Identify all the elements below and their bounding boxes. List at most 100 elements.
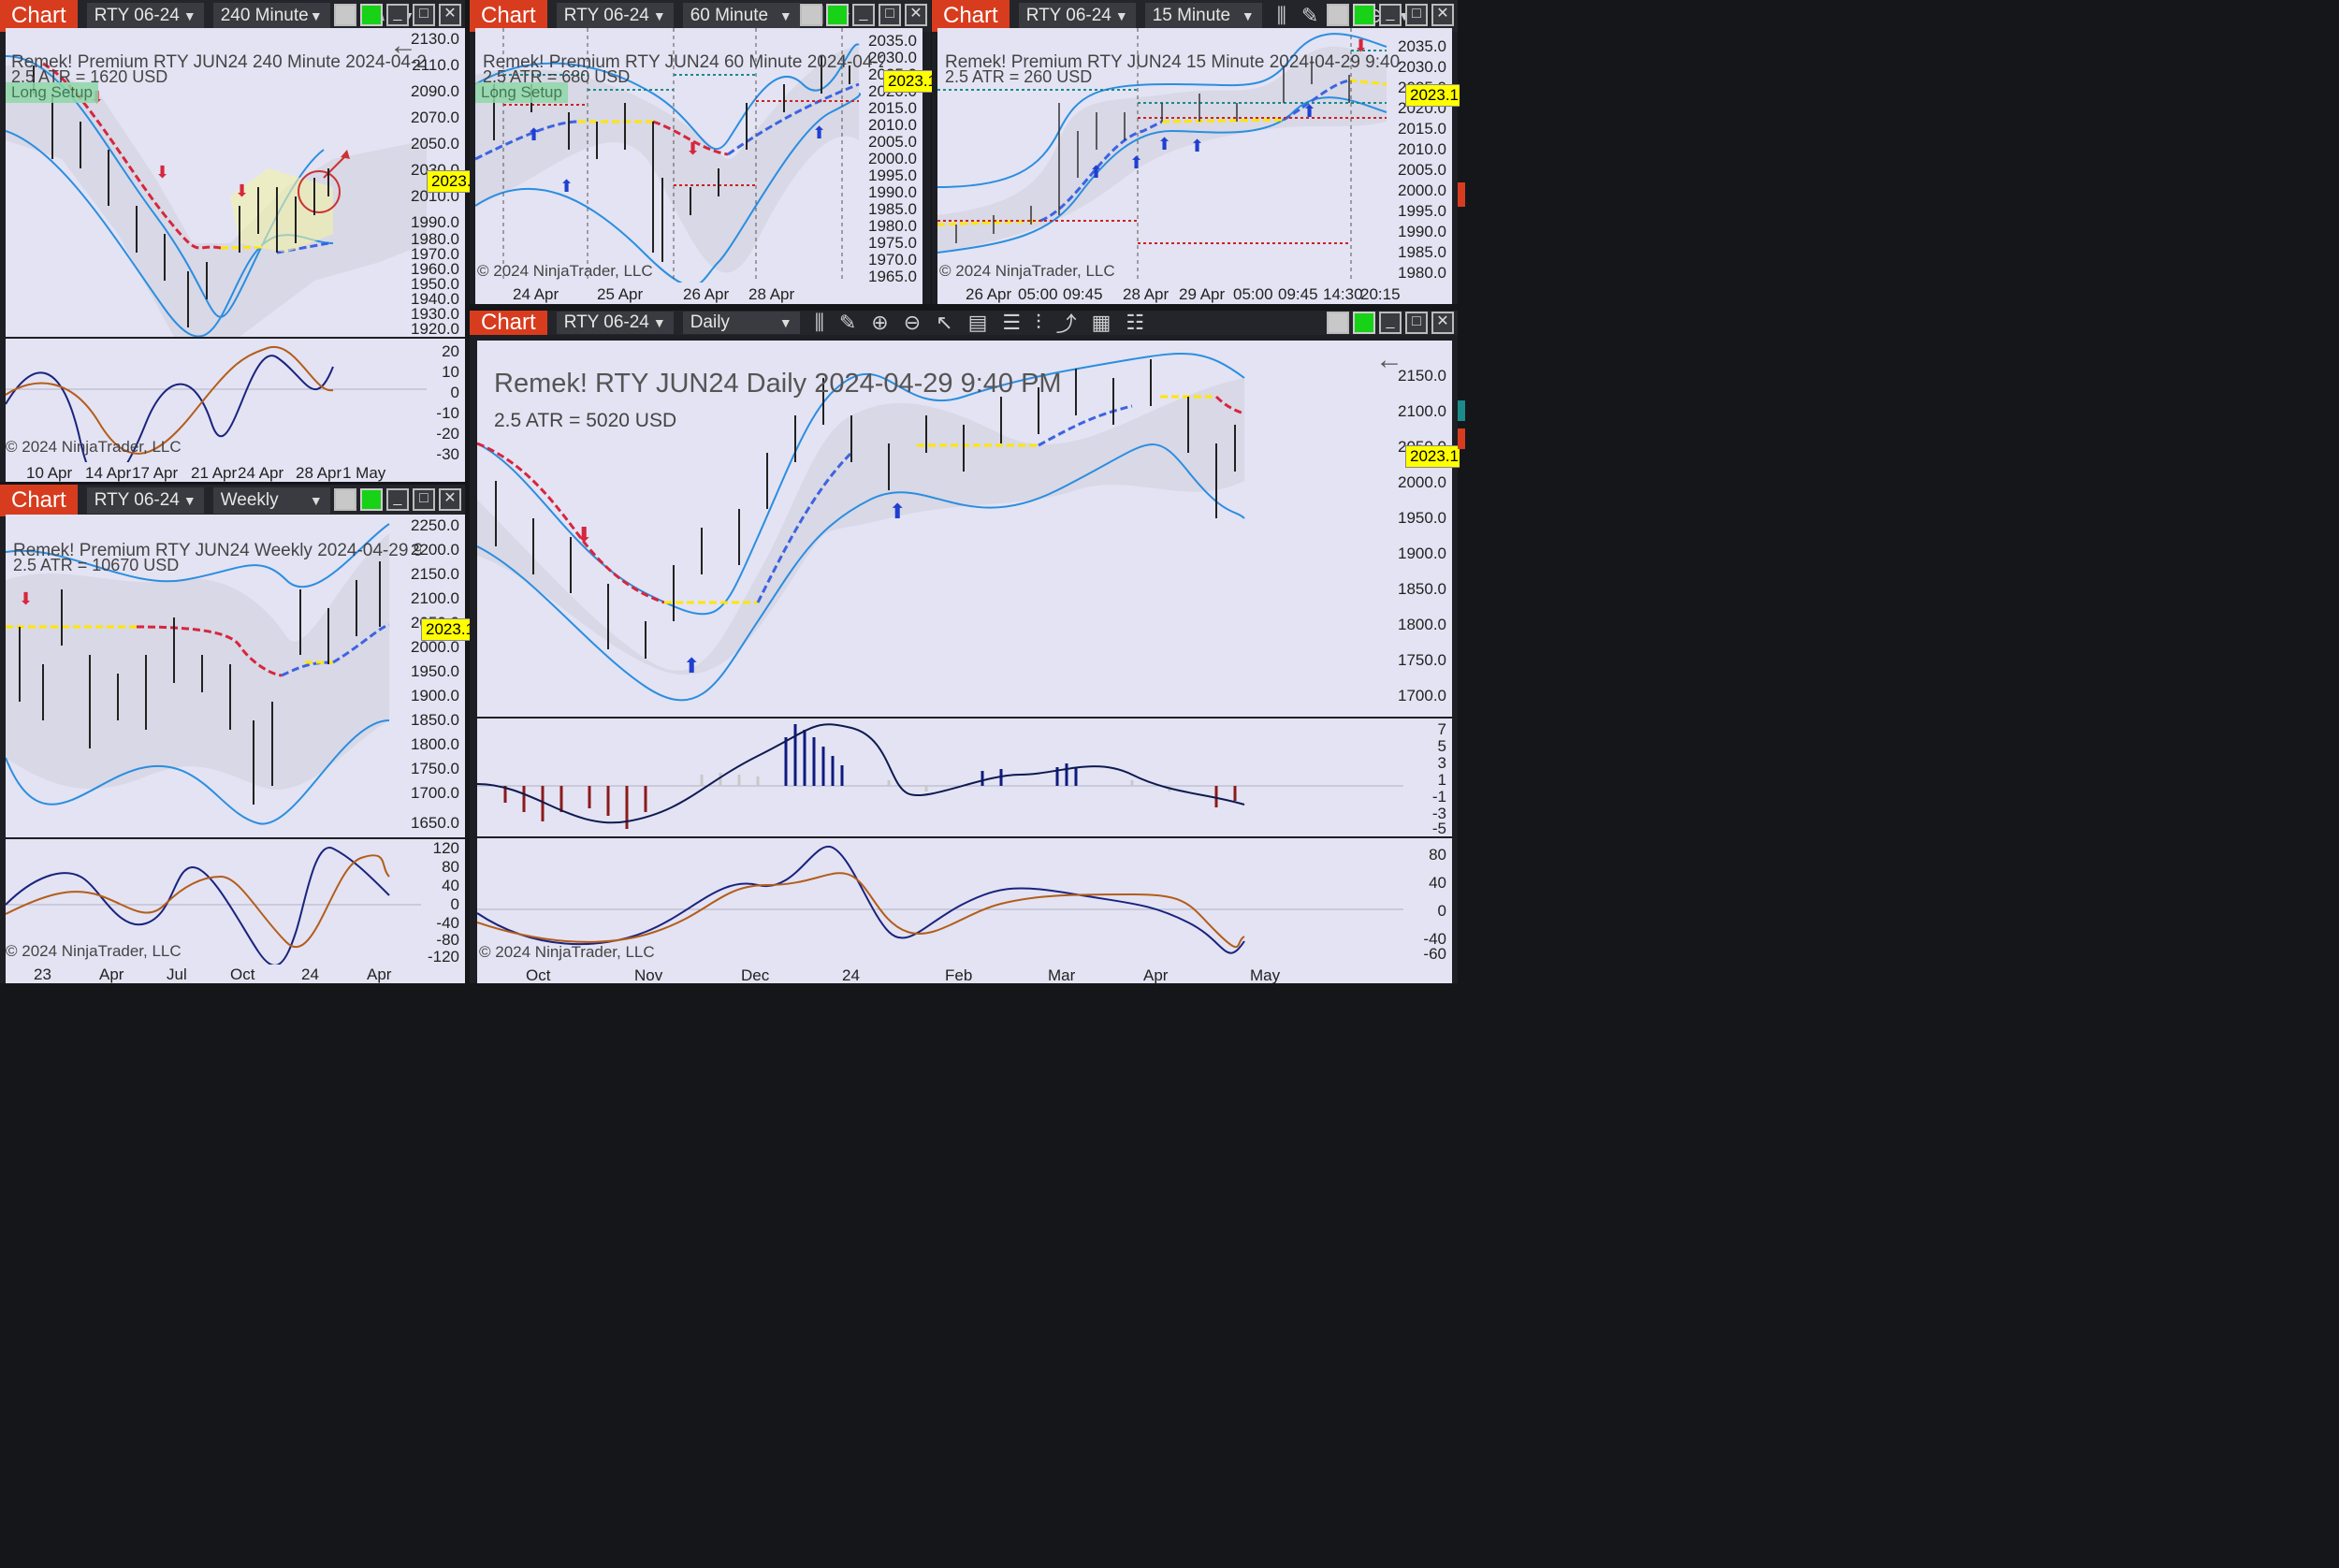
properties-icon[interactable]: ☰ <box>1002 311 1022 334</box>
price-panel[interactable]: ⬇ Remek! Premium RTY JUN24 Weekly 2024-0… <box>6 515 421 837</box>
macd-axis[interactable]: 7 5 3 1 -1 -3 -5 <box>1403 719 1452 837</box>
instrument-selector[interactable]: RTY 06-24 ▼ <box>556 312 674 334</box>
close-button[interactable]: ✕ <box>1431 312 1454 334</box>
zoom-in-icon[interactable]: ⊕ <box>871 311 889 334</box>
link-color-button[interactable] <box>360 488 383 511</box>
zoom-out-icon[interactable]: ⊖ <box>903 311 922 334</box>
oscillator-axis[interactable]: 80 40 0 -40 -60 <box>1403 838 1452 965</box>
indicators-icon[interactable]: ⫶ <box>1036 311 1041 334</box>
interval-selector[interactable]: 15 Minute ▼ <box>1144 3 1262 29</box>
chart-title: Remek! Premium RTY JUN24 60 Minute 2024-… <box>483 52 883 72</box>
side-tab[interactable] <box>1458 428 1465 449</box>
copyright: © 2024 NinjaTrader, LLC <box>939 262 1115 280</box>
price-axis[interactable]: 2250.0 2200.0 2150.0 2100.0 2050.0 2000.… <box>411 515 465 837</box>
back-arrow-icon[interactable]: ← <box>389 30 417 61</box>
price-axis[interactable]: 2035.0 2030.0 2025.0 2020.0 2015.0 2010.… <box>868 28 923 285</box>
time-axis[interactable]: 26 Apr 05:00 09:45 28 Apr 29 Apr 05:00 0… <box>937 283 1452 304</box>
data-box-icon[interactable]: ▤ <box>967 311 988 334</box>
link-color-button[interactable] <box>360 4 383 26</box>
minimize-button[interactable]: _ <box>852 4 875 26</box>
back-arrow-icon[interactable]: ← <box>1375 344 1403 375</box>
drawing-tool-icon[interactable]: ✎ <box>838 311 857 334</box>
copyright: © 2024 NinjaTrader, LLC <box>6 438 182 456</box>
minimize-button[interactable]: _ <box>386 488 409 511</box>
oscillator-panel[interactable]: © 2024 NinjaTrader, LLC <box>477 838 1403 965</box>
minimize-button[interactable]: _ <box>1379 312 1402 334</box>
minimize-button[interactable]: _ <box>1379 4 1402 26</box>
link-button[interactable] <box>800 4 822 26</box>
close-button[interactable]: ✕ <box>439 488 461 511</box>
side-tab[interactable] <box>1458 182 1465 207</box>
price-axis[interactable]: 2035.0 2030.0 2025.0 2020.0 2015.0 2010.… <box>1398 28 1452 283</box>
link-color-button[interactable] <box>1353 4 1375 26</box>
chevron-down-icon: ▼ <box>182 493 196 508</box>
link-button[interactable] <box>1327 312 1349 334</box>
chart-title: Remek! Premium RTY JUN24 Weekly 2024-04-… <box>13 541 421 560</box>
price-panel[interactable]: ⬆ ⬆ ⬇ ⬆ Remek! Premium RTY JUN24 60 Minute … <box>475 28 883 283</box>
price-chart: ⬆ ⬆ ⬇ ⬆ <box>475 28 862 283</box>
atr-label: 2.5 ATR = 10670 USD <box>13 556 180 574</box>
instrument-label: RTY 06-24 <box>1025 6 1111 25</box>
time-axis[interactable]: Oct Nov Dec 24 Feb Mar Apr May <box>477 965 1452 984</box>
window-15-minute: Chart RTY 06-24▼ 15 Minute▼ ⫼ ✎ ⊕ ⊖ ▼ _□… <box>932 0 1463 304</box>
instrument-selector[interactable]: RTY 06-24 ▼ <box>1018 3 1136 29</box>
toolbar: Chart RTY 06-24▼ 15 Minute▼ ⫼ ✎ ⊕ ⊖ ▼ _□… <box>932 0 1458 32</box>
strategies-icon[interactable]: ⤴ <box>1055 312 1077 336</box>
long-setup-badge: Long Setup <box>6 82 98 103</box>
link-button[interactable] <box>334 488 356 511</box>
interval-selector[interactable]: 60 Minute ▼ <box>682 3 800 29</box>
chart-menu-button[interactable]: Chart <box>470 311 547 335</box>
maximize-button[interactable]: □ <box>413 4 435 26</box>
link-button[interactable] <box>1327 4 1349 26</box>
oscillator-axis[interactable]: 20 10 0 -10 -20 -30 <box>427 339 465 463</box>
price-panel[interactable]: ⬇ ⬆ ⬆ Remek! RTY JUN24 Daily 2024-04-29 9:… <box>477 341 1403 717</box>
oscillator-axis[interactable]: 120 80 40 0 -40 -80 -120 <box>421 839 465 965</box>
maximize-button[interactable]: □ <box>1405 312 1428 334</box>
chart-menu-button[interactable]: Chart <box>470 0 547 32</box>
link-color-button[interactable] <box>826 4 849 26</box>
chart-menu-button[interactable]: Chart <box>932 0 1010 32</box>
toolbar: Chart RTY 06-24▼ Weekly▼ ⫼ _□✕ <box>0 485 465 516</box>
svg-text:⬇: ⬇ <box>575 523 592 546</box>
chart-menu-button[interactable]: Chart <box>0 0 78 32</box>
maximize-button[interactable]: □ <box>879 4 901 26</box>
close-button[interactable]: ✕ <box>1431 4 1454 26</box>
maximize-button[interactable]: □ <box>413 488 435 511</box>
price-panel[interactable]: ⬆ ⬆ ⬆ ⬆ ⬆ ⬇ Remek! Premium RTY JUN24 15 Minut… <box>937 28 1405 283</box>
chart-menu-button[interactable]: Chart <box>0 485 78 516</box>
bars-type-icon[interactable]: ⫼ <box>814 311 824 334</box>
close-button[interactable]: ✕ <box>905 4 927 26</box>
close-button[interactable]: ✕ <box>439 4 461 26</box>
side-tab[interactable] <box>1458 400 1465 421</box>
instrument-selector[interactable]: RTY 06-24 ▼ <box>86 487 204 514</box>
list-icon[interactable]: ☷ <box>1126 311 1145 334</box>
macd-panel[interactable] <box>477 719 1403 836</box>
interval-selector[interactable]: 240 Minute ▼ <box>212 3 330 29</box>
pointer-icon[interactable]: ↖ <box>936 311 953 334</box>
templates-icon[interactable]: ▦ <box>1091 311 1111 334</box>
oscillator-panel[interactable]: © 2024 NinjaTrader, LLC <box>6 339 427 462</box>
link-button[interactable] <box>334 4 356 26</box>
time-axis[interactable]: 23 Apr Jul Oct 24 Apr <box>6 965 465 983</box>
side-strip <box>1460 0 2339 1568</box>
minimize-button[interactable]: _ <box>386 4 409 26</box>
svg-text:⬇: ⬇ <box>155 163 169 181</box>
bars-type-icon[interactable]: ⫼ <box>1276 4 1286 27</box>
last-price-tag: 2023.1 <box>1405 445 1463 468</box>
chevron-down-icon: ▼ <box>778 315 792 330</box>
time-axis[interactable]: 10 Apr 14 Apr 17 Apr 21 Apr 24 Apr 28 Ap… <box>6 462 465 482</box>
svg-text:⬆: ⬆ <box>1129 153 1143 172</box>
price-panel[interactable]: ⬇⬇⬇ Remek! Premium RTY JUN24 240 Minute … <box>6 28 427 337</box>
instrument-selector[interactable]: RTY 06-24 ▼ <box>556 3 674 29</box>
interval-selector[interactable]: Daily ▼ <box>682 312 800 334</box>
oscillator-panel[interactable]: © 2024 NinjaTrader, LLC <box>6 839 421 965</box>
interval-selector[interactable]: Weekly ▼ <box>212 487 330 514</box>
drawing-tool-icon[interactable]: ✎ <box>1300 4 1319 27</box>
window-60-minute: Chart RTY 06-24▼ 60 Minute▼ ⫼ ▼ _□✕ ⬆⬆⬇⬆ <box>470 0 941 304</box>
instrument-selector[interactable]: RTY 06-24 ▼ <box>86 3 204 29</box>
maximize-button[interactable]: □ <box>1405 4 1428 26</box>
link-color-button[interactable] <box>1353 312 1375 334</box>
oscillator-chart <box>6 345 427 462</box>
price-axis[interactable]: 2150.0 2100.0 2050.0 2000.0 1950.0 1900.… <box>1398 341 1452 717</box>
time-axis[interactable]: 24 Apr 25 Apr 26 Apr 28 Apr <box>475 283 923 304</box>
